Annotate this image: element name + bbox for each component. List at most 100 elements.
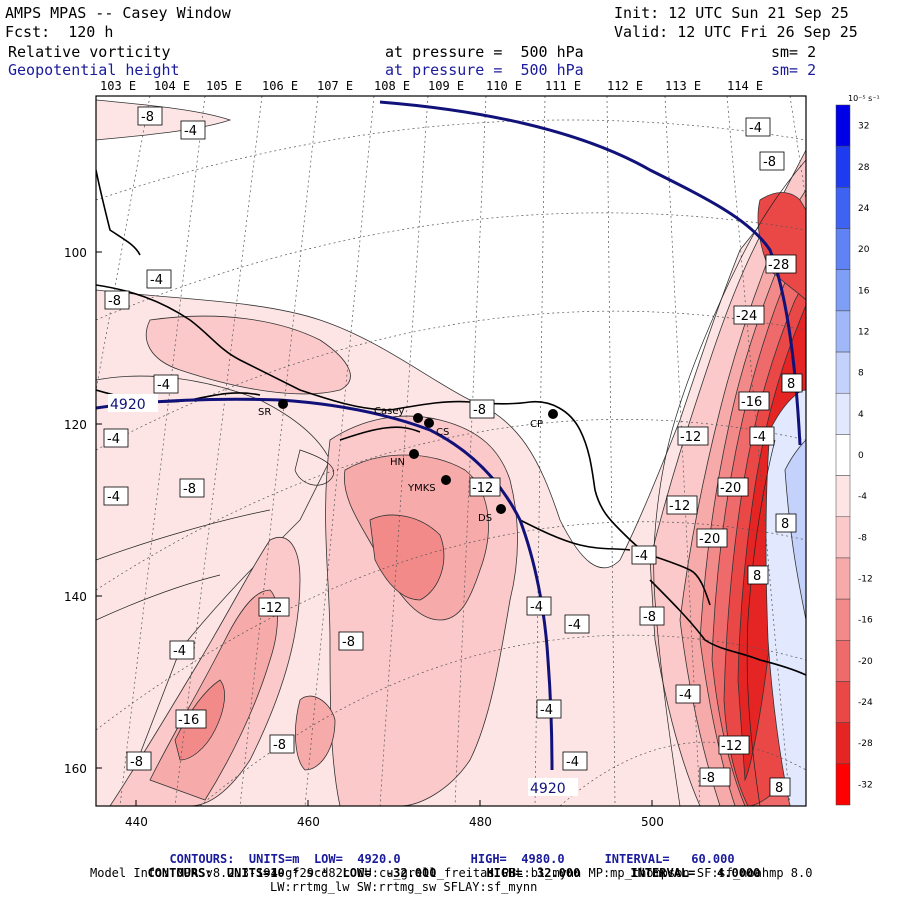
station-marker[interactable]: HN	[390, 449, 419, 468]
field1-name: Relative vorticity	[8, 43, 171, 61]
colorbar-swatch	[835, 269, 851, 312]
colorbar-label: -20	[858, 657, 873, 667]
height-contours	[96, 100, 802, 771]
vorticity-label: -12	[472, 481, 493, 496]
x-tick-label: 440	[125, 815, 148, 829]
height-label: 4920	[530, 781, 566, 797]
colorbar-label: 28	[858, 163, 870, 173]
vorticity-label: -16	[741, 395, 762, 410]
field2-level: at pressure = 500 hPa	[385, 61, 584, 79]
plot-title: AMPS MPAS -- Casey Window	[5, 4, 231, 22]
station-label: CP	[530, 419, 543, 430]
top-lon-label: 104 E	[154, 79, 190, 93]
init-time: Init: 12 UTC Sun 21 Sep 25	[614, 4, 849, 22]
vorticity-contours	[96, 159, 806, 806]
vorticity-label: -12	[669, 499, 690, 514]
x-tick-label: 460	[297, 815, 320, 829]
vorticity-label: -28	[768, 258, 789, 273]
colorbar-label: -12	[858, 575, 873, 585]
footer-model-info: Model Info: MPASv8.2.3-194-gf29cd82c CU:…	[90, 866, 813, 880]
station-label: YMKS	[407, 483, 436, 494]
station-label: HN	[390, 457, 405, 468]
station-marker[interactable]: CP	[530, 409, 558, 430]
colorbar-label: 0	[858, 451, 864, 461]
colorbar-swatch	[835, 557, 851, 600]
station-label: CS	[436, 427, 449, 438]
vorticity-label: -4	[157, 378, 170, 393]
vorticity-label: -20	[720, 481, 741, 496]
footer-height-high: HIGH= 4980.0	[470, 852, 565, 866]
footer-height-interval: INTERVAL= 60.000	[604, 852, 735, 866]
field1-smoothing: sm= 2	[771, 43, 817, 61]
top-lon-label: 114 E	[727, 79, 763, 93]
station-marker[interactable]: YMKS	[407, 475, 451, 494]
y-tick-labels: 100 120 140 160	[64, 246, 87, 776]
colorbar-swatch	[835, 763, 851, 806]
vorticity-label: -8	[342, 635, 355, 650]
vorticity-label: -4	[749, 121, 762, 136]
colorbar-label: -28	[858, 739, 873, 749]
top-lon-label: 105 E	[206, 79, 242, 93]
vorticity-shading	[96, 99, 806, 806]
x-tick-label: 500	[641, 815, 664, 829]
colorbar-swatch	[835, 351, 851, 394]
vorticity-label: -8	[130, 755, 143, 770]
vorticity-label: -20	[699, 532, 720, 547]
vorticity-label: -12	[721, 739, 742, 754]
footer-vort-high: HIGH= 32.000	[486, 866, 581, 880]
vorticity-label: -4	[530, 600, 543, 615]
vorticity-label: -8	[702, 771, 715, 786]
footer-height-low: CONTOURS: UNITS=m LOW= 4920.0	[169, 852, 401, 866]
vorticity-label: -8	[141, 110, 154, 125]
colorbar-label: -24	[858, 698, 873, 708]
colorbar-label: -32	[858, 780, 873, 790]
colorbar-label: 8	[858, 369, 864, 379]
colorbar-swatch	[835, 598, 851, 641]
colorbar-label: 32	[858, 122, 869, 132]
top-lon-label: 109 E	[428, 79, 464, 93]
footer-height-info: CONTOURS: UNITS=m LOW= 4920.0 HIGH= 4980.…	[155, 838, 735, 866]
station-marker[interactable]: Casey	[374, 406, 423, 423]
y-tick-label: 120	[64, 418, 87, 432]
station-marker[interactable]: CS	[424, 418, 449, 438]
station-marker[interactable]: SR	[258, 399, 288, 418]
colorbar-swatch	[835, 434, 851, 476]
top-lon-label: 110 E	[486, 79, 522, 93]
footer-vort-low: CONTOURS: UNITS=10⁻⁵ s⁻¹ LOW= -32.000	[147, 866, 437, 880]
vorticity-label: 8	[787, 377, 795, 392]
colorbar-swatch	[835, 145, 851, 188]
colorbar-label: 24	[858, 204, 870, 214]
y-tick-label: 100	[64, 246, 87, 260]
colorbar-label: 16	[858, 286, 870, 296]
height-label: 4920	[110, 397, 146, 413]
top-lon-label: 107 E	[317, 79, 353, 93]
vorticity-label: -8	[763, 155, 776, 170]
valid-time: Valid: 12 UTC Fri 26 Sep 25	[614, 23, 858, 41]
vorticity-label: 8	[781, 517, 789, 532]
station-marker[interactable]: DS	[478, 504, 506, 524]
colorbar-swatch	[835, 104, 851, 147]
top-lon-label: 106 E	[262, 79, 298, 93]
field2-name: Geopotential height	[8, 61, 180, 79]
axis-ticks	[96, 251, 653, 806]
vorticity-label: 8	[775, 781, 783, 796]
footer-vort-interval: INTERVAL= 4.0000	[630, 866, 761, 880]
colorbar-label: -4	[858, 492, 867, 502]
vorticity-labels: -8 -4 -4 -8 -4 -4 -8 -4 -4 -8 -12 -12 -1…	[103, 106, 803, 797]
field1-level: at pressure = 500 hPa	[385, 43, 584, 61]
colorbar-swatch	[835, 681, 851, 723]
vorticity-label: -4	[679, 688, 692, 703]
colorbar-units: 10⁻⁵ s⁻¹	[848, 94, 880, 103]
plot-frame	[95, 95, 807, 807]
y-tick-label: 140	[64, 590, 87, 604]
top-lon-label: 103 E	[100, 79, 136, 93]
top-lon-label: 113 E	[665, 79, 701, 93]
field2-smoothing: sm= 2	[771, 61, 817, 79]
footer-vorticity-info: CONTOURS: UNITS=10⁻⁵ s⁻¹ LOW= -32.000 HIG…	[133, 852, 760, 880]
colorbar-swatch	[835, 640, 851, 682]
colorbar-swatch	[835, 392, 851, 435]
colorbar-swatch	[835, 187, 851, 229]
station-label: Casey	[374, 406, 404, 417]
colorbar-label: -16	[858, 616, 873, 626]
vorticity-label: -4	[150, 273, 163, 288]
